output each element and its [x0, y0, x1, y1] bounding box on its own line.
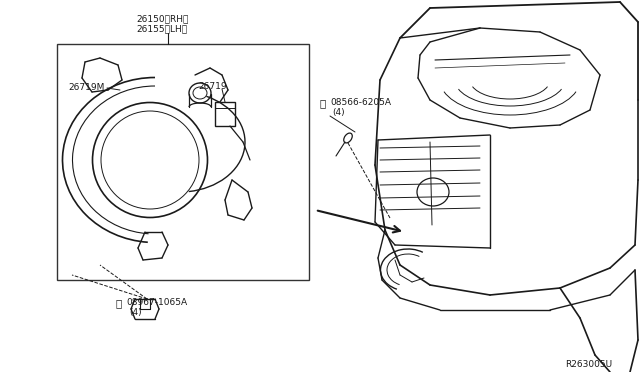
Text: 26155〈LH〉: 26155〈LH〉 — [136, 24, 187, 33]
Bar — [57, 44, 309, 280]
Text: Ⓢ: Ⓢ — [320, 98, 326, 108]
Text: 26150〈RH〉: 26150〈RH〉 — [136, 14, 188, 23]
Text: 26719M: 26719M — [68, 83, 104, 92]
Bar — [215, 102, 235, 126]
Text: (4): (4) — [332, 108, 344, 117]
Text: 08967-1065A: 08967-1065A — [126, 298, 187, 307]
Text: 08566-6205A: 08566-6205A — [330, 98, 391, 107]
Text: Ⓝ: Ⓝ — [116, 298, 122, 308]
Text: R263005U: R263005U — [565, 360, 612, 369]
Text: 26719: 26719 — [198, 82, 227, 91]
Text: (4): (4) — [129, 308, 141, 317]
